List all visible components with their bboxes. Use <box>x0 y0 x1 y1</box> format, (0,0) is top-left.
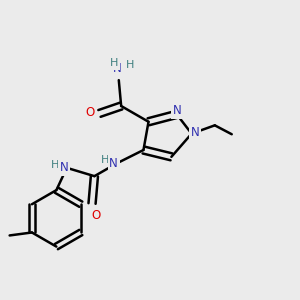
Text: N: N <box>59 161 68 174</box>
Text: N: N <box>191 126 200 139</box>
Text: N: N <box>110 157 118 170</box>
Text: H: H <box>110 58 118 68</box>
Text: N: N <box>113 62 122 75</box>
Text: H: H <box>51 160 60 170</box>
Text: O: O <box>85 106 94 119</box>
Text: H: H <box>126 60 134 70</box>
Text: H: H <box>101 155 110 165</box>
Text: O: O <box>91 209 100 222</box>
Text: N: N <box>173 104 182 117</box>
